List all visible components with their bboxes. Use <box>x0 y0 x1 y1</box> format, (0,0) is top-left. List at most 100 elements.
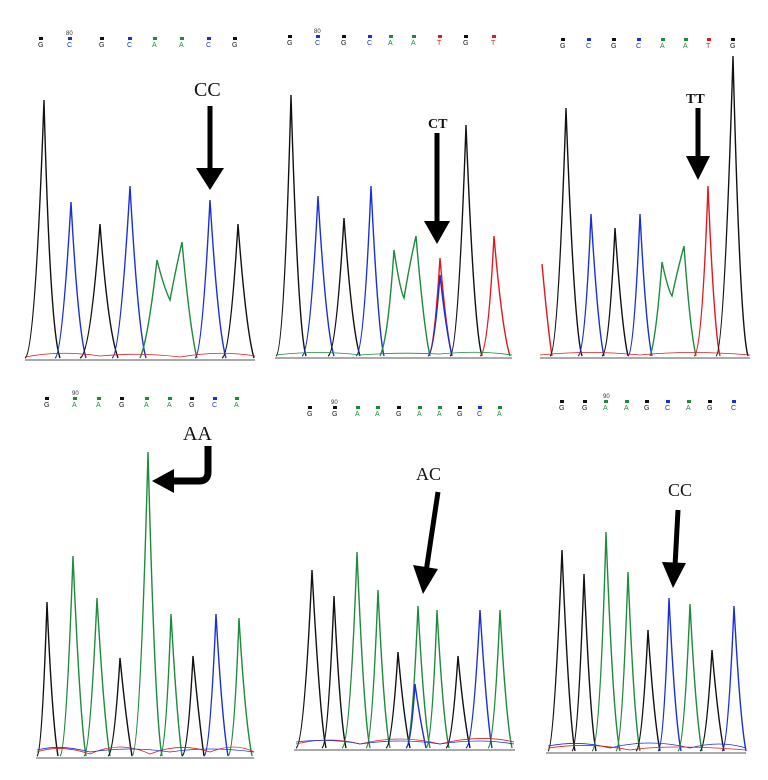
peak-trace <box>649 245 697 357</box>
genotype-arrow <box>662 509 686 588</box>
base-marker <box>458 406 462 409</box>
base-marker <box>333 406 337 409</box>
base-letter: A <box>686 405 691 412</box>
base-letter: G <box>38 42 43 49</box>
noise-trace <box>36 746 255 755</box>
peak-trace <box>449 124 483 357</box>
peak-trace <box>693 185 721 357</box>
peak-trace <box>295 569 327 749</box>
base-letter: G <box>560 43 565 50</box>
base-marker <box>316 35 320 38</box>
peak-trace <box>131 451 163 757</box>
base-letter: G <box>463 40 468 47</box>
base-call-row: G C G C A A T G <box>560 38 735 50</box>
base-letter: G <box>341 40 346 47</box>
position-label: 90 <box>331 400 338 406</box>
peak-trace <box>83 597 111 757</box>
base-marker <box>235 397 239 400</box>
base-letter: A <box>388 40 393 47</box>
peak-trace <box>699 649 725 752</box>
base-letter: G <box>44 402 49 409</box>
base-letter: A <box>355 411 360 418</box>
peak-trace <box>54 201 87 359</box>
peak-trace <box>107 657 133 757</box>
base-marker <box>308 406 312 409</box>
peak-trace <box>721 605 747 752</box>
base-letter: A <box>624 405 629 412</box>
base-letter: G <box>457 411 462 418</box>
base-letter: A <box>603 405 608 412</box>
base-letter: G <box>396 411 401 418</box>
base-marker <box>73 397 77 400</box>
peak-trace <box>181 655 205 757</box>
base-letter: C <box>477 411 482 418</box>
base-marker <box>97 397 101 400</box>
trace-peaks <box>36 451 255 759</box>
peak-trace <box>365 589 391 749</box>
peak-trace <box>159 613 183 757</box>
trace-peaks <box>24 99 256 361</box>
base-letter: A <box>417 411 422 418</box>
base-letter: A <box>167 402 172 409</box>
base-marker <box>190 397 194 400</box>
base-letter: A <box>179 42 184 49</box>
base-letter: A <box>234 402 239 409</box>
base-letter: T <box>706 43 711 50</box>
panel-top-middle: 80 G C G C A A T G T <box>275 29 513 359</box>
peak-trace <box>139 241 198 359</box>
base-letter: G <box>332 411 337 418</box>
noise-trace <box>275 351 513 356</box>
base-marker <box>39 37 43 40</box>
base-call-row: G G A A G C A G C <box>559 400 736 412</box>
peak-trace <box>221 223 255 359</box>
base-letter: G <box>99 42 104 49</box>
peak-trace <box>327 217 361 357</box>
base-letter: A <box>96 402 101 409</box>
genotype-arrow <box>413 491 441 594</box>
peak-trace <box>715 55 749 357</box>
base-marker <box>604 400 608 403</box>
base-marker <box>128 37 132 40</box>
base-letter: A <box>72 402 77 409</box>
peak-trace <box>627 213 653 357</box>
base-marker <box>45 397 49 400</box>
base-marker <box>207 37 211 40</box>
base-marker <box>213 397 217 400</box>
position-label: 90 <box>72 391 79 397</box>
base-marker <box>145 397 149 400</box>
base-letter: A <box>497 411 502 418</box>
base-marker <box>587 38 591 41</box>
genotype-label: CC <box>194 79 221 101</box>
peak-trace <box>301 195 335 357</box>
peak-trace <box>24 99 61 359</box>
base-letter: C <box>665 405 670 412</box>
base-letter: G <box>582 405 587 412</box>
base-letter: C <box>315 40 320 47</box>
base-marker <box>492 35 496 38</box>
base-marker <box>168 397 172 400</box>
trace-peaks <box>294 551 515 751</box>
base-marker <box>100 37 104 40</box>
peak-trace <box>425 609 450 749</box>
genotype-arrow-hooked <box>152 446 212 493</box>
base-marker <box>368 35 372 38</box>
base-letter: C <box>636 43 641 50</box>
peak-trace <box>601 227 629 357</box>
base-letter: G <box>287 40 292 47</box>
base-marker <box>612 38 616 41</box>
base-letter: A <box>411 40 416 47</box>
peak-trace <box>615 571 641 752</box>
peak-trace <box>36 601 59 757</box>
peak-trace <box>341 551 371 749</box>
base-marker <box>498 406 502 409</box>
base-letter: C <box>586 43 591 50</box>
base-marker <box>708 400 712 403</box>
peak-trace <box>657 597 682 752</box>
peak-trace <box>445 655 471 749</box>
panel-top-right: G C G C A A T G TT <box>539 38 751 359</box>
genotype-label: AA <box>183 423 212 445</box>
base-marker <box>666 400 670 403</box>
base-marker <box>418 406 422 409</box>
peak-trace <box>541 263 553 357</box>
genotype-label: AC <box>416 464 441 484</box>
